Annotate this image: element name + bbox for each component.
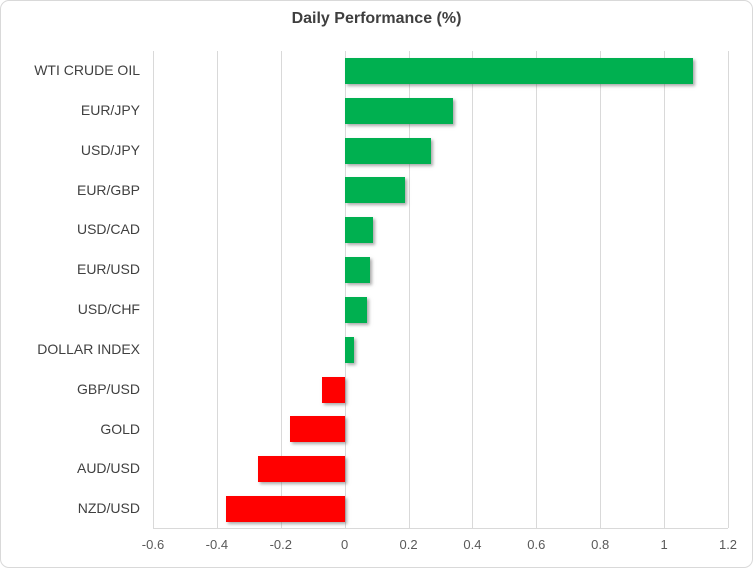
- chart-title: Daily Performance (%): [291, 10, 462, 27]
- gridline: [280, 51, 282, 528]
- value-axis: -0.6 -0.4 -0.2 0 0.2 0.4 0.6 0.8 1 1.2: [1, 537, 752, 557]
- category-label: EUR/JPY: [80, 101, 140, 118]
- gridline: [216, 51, 218, 528]
- bar-nzd-usd: [226, 496, 345, 523]
- category-label: USD/JPY: [80, 141, 140, 158]
- category-label: DOLLAR INDEX: [37, 340, 140, 357]
- gridline: [408, 51, 410, 528]
- category-label: GBP/USD: [76, 380, 140, 397]
- gridline: [599, 51, 601, 528]
- x-tick-label: 0.4: [463, 537, 482, 552]
- x-tick-label: -0.2: [269, 537, 292, 552]
- gridline: [344, 51, 346, 528]
- category-axis: WTI CRUDE OIL EUR/JPY USD/JPY EUR/GBP USD/CA…: [1, 51, 147, 529]
- gridline: [663, 51, 665, 528]
- category-label: EUR/USD: [76, 261, 140, 278]
- bar-eur-jpy: [344, 97, 454, 124]
- x-tick-label: 0: [341, 537, 349, 552]
- bar-eur-gbp: [344, 177, 406, 204]
- category-label: AUD/USD: [76, 460, 140, 477]
- bar-aud-usd: [258, 456, 345, 483]
- x-tick-label: -0.4: [205, 537, 229, 552]
- gridline: [535, 51, 537, 528]
- category-label: EUR/GBP: [76, 181, 140, 198]
- plot-area: [152, 51, 729, 529]
- bar-usd-jpy: [344, 137, 431, 164]
- bar-usd-cad: [344, 217, 374, 244]
- x-tick-label: 0.8: [591, 537, 610, 552]
- gridline: [727, 51, 729, 528]
- category-label: NZD/USD: [77, 500, 140, 517]
- category-label: WTI CRUDE OIL: [34, 62, 140, 78]
- bar-wti-crude-oil: [344, 57, 693, 84]
- category-label: USD/CHF: [77, 301, 140, 317]
- x-tick-label: 0.6: [527, 537, 546, 552]
- bar-gbp-usd: [322, 376, 345, 403]
- x-tick-label: 0.2: [399, 537, 418, 552]
- gridline: [152, 51, 154, 528]
- category-label: USD/CAD: [76, 221, 140, 238]
- bar-eur-usd: [344, 257, 371, 284]
- x-tick-label: -0.6: [141, 537, 165, 552]
- x-tick-label: 1: [660, 537, 668, 552]
- bar-gold: [290, 416, 345, 443]
- gridline: [471, 51, 473, 528]
- x-tick-label: 1.2: [718, 537, 738, 552]
- bar-dollar-index: [344, 336, 355, 363]
- bar-usd-chf: [344, 296, 368, 323]
- category-label: GOLD: [100, 420, 140, 437]
